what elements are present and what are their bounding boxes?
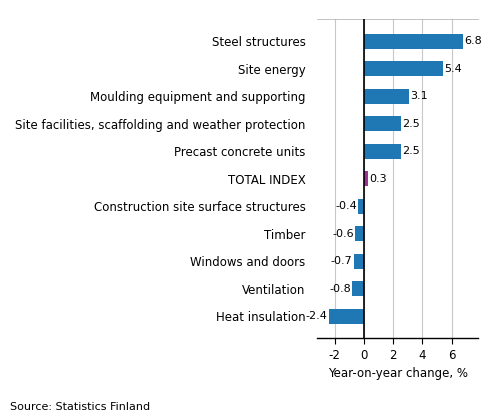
Bar [364, 34, 463, 49]
Text: 2.5: 2.5 [402, 119, 420, 129]
Text: 6.8: 6.8 [464, 36, 482, 46]
Bar [355, 226, 364, 241]
Bar [364, 61, 443, 76]
Bar [364, 171, 368, 186]
Text: -0.7: -0.7 [331, 256, 352, 266]
Bar [352, 281, 364, 296]
X-axis label: Year-on-year change, %: Year-on-year change, % [327, 367, 467, 380]
Text: 5.4: 5.4 [444, 64, 462, 74]
Text: 3.1: 3.1 [411, 91, 428, 101]
Bar [329, 309, 364, 324]
Text: -0.8: -0.8 [329, 284, 351, 294]
Text: -0.6: -0.6 [332, 229, 354, 239]
Bar [364, 89, 409, 104]
Bar [364, 144, 400, 159]
Text: 2.5: 2.5 [402, 146, 420, 156]
Bar [358, 198, 364, 214]
Text: -0.4: -0.4 [335, 201, 357, 211]
Bar [354, 254, 364, 269]
Text: 0.3: 0.3 [370, 174, 387, 184]
Text: -2.4: -2.4 [306, 311, 328, 321]
Bar [364, 116, 400, 131]
Text: Source: Statistics Finland: Source: Statistics Finland [10, 402, 150, 412]
